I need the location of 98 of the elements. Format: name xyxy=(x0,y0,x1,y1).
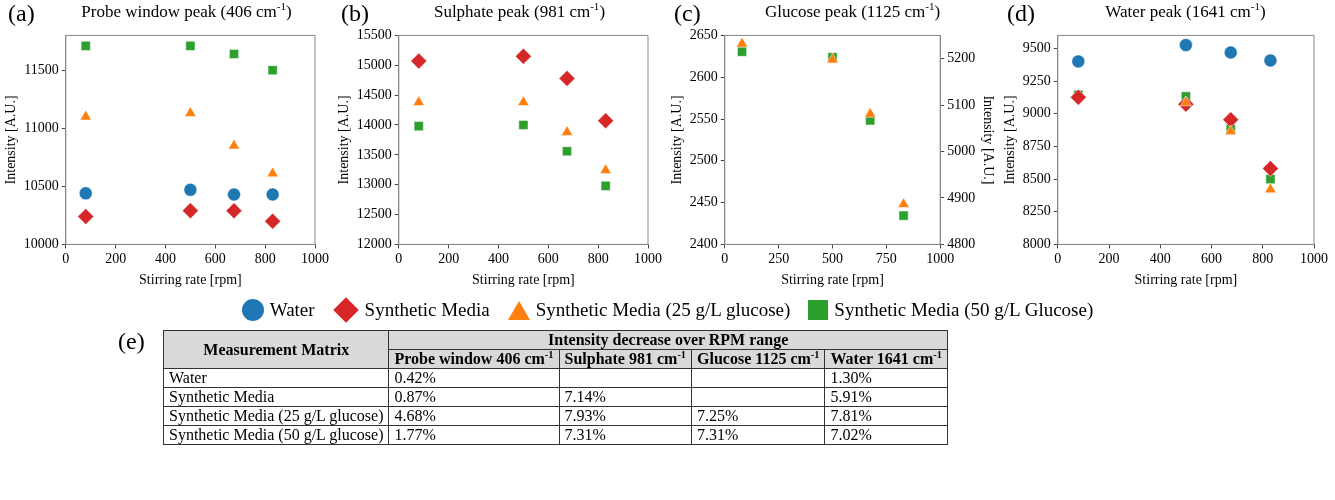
x-tick-label: 0 xyxy=(62,251,70,267)
category-label: Synthetic Media (25 g/L glucose) xyxy=(169,407,384,424)
y-tick-label: 13500 xyxy=(356,146,392,162)
x-axis-title: Stirring rate [rpm] xyxy=(472,272,575,288)
y-tick-label: 2400 xyxy=(689,236,718,252)
text: 7.31% xyxy=(697,426,739,443)
category-label: Sulphate 981 cm$^{-1}$ xyxy=(559,348,692,369)
x-tick-label: 200 xyxy=(438,251,460,267)
text: 0.87% xyxy=(394,388,436,405)
x-tick-label: 600 xyxy=(204,251,226,267)
y2-tick-label: 5000 xyxy=(947,143,976,159)
y-tick-label: 8000 xyxy=(1022,236,1051,252)
x-tick-label: 1000 xyxy=(634,251,662,267)
x-tick-label: 400 xyxy=(154,251,176,267)
y-tick-label: 11000 xyxy=(24,119,59,135)
text: (b) xyxy=(341,0,369,27)
category-label: Synthetic Media (50 g/L glucose) xyxy=(169,426,384,443)
text: 1.30% xyxy=(830,369,872,386)
category-label: Synthetic Media xyxy=(169,388,275,405)
y-tick-label: 11500 xyxy=(24,61,59,77)
x-axis-title: Stirring rate [rpm] xyxy=(1134,272,1238,288)
y-tick-label: 9500 xyxy=(1022,40,1051,56)
x-tick-label: 0 xyxy=(1054,251,1062,267)
x-tick-label: 800 xyxy=(254,251,276,267)
y-tick-label: 2450 xyxy=(689,194,718,210)
x-tick-label: 0 xyxy=(395,251,403,267)
y-tick-label: 13000 xyxy=(356,176,392,192)
chart-title: Sulphate peak (981 cm$^{-1}$) xyxy=(432,0,607,22)
y-tick-label: 15500 xyxy=(356,27,392,43)
text: 7.81% xyxy=(830,407,872,424)
text: 5.91% xyxy=(830,388,872,405)
y-tick-label: 14000 xyxy=(356,116,392,132)
y-tick-label: 2650 xyxy=(689,27,718,43)
text: 0.42% xyxy=(394,369,436,386)
y-tick-label: 8750 xyxy=(1022,138,1051,154)
legend-label: Synthetic Media (50 g/L Glucose) xyxy=(834,299,1094,321)
y-axis-title: Intensity [A.U.] xyxy=(669,95,685,185)
legend-label: Water xyxy=(269,299,315,321)
text: Measurement Matrix xyxy=(163,330,389,369)
text: 7.93% xyxy=(564,407,606,424)
y2-tick-label: 5100 xyxy=(947,96,976,112)
text: 7.02% xyxy=(830,426,872,443)
x-tick-label: 400 xyxy=(487,251,509,267)
x-axis-title: Stirring rate [rpm] xyxy=(139,272,242,288)
y-tick-label: 2500 xyxy=(689,152,718,168)
y-tick-label: 2600 xyxy=(689,68,718,84)
y2-axis-title: Intensity [A.U.] xyxy=(980,95,996,185)
text: Intensity decrease over RPM range xyxy=(388,330,948,350)
category-label: Water xyxy=(169,369,207,386)
text: (d) xyxy=(1007,0,1035,27)
y-tick-label: 14500 xyxy=(356,86,392,102)
legend-label: Synthetic Media xyxy=(364,299,490,321)
y2-tick-label: 5200 xyxy=(947,50,976,66)
y-tick-label: 10000 xyxy=(23,236,59,252)
x-tick-label: 600 xyxy=(537,251,559,267)
text: (c) xyxy=(674,0,701,27)
x-tick-label: 800 xyxy=(1252,251,1274,267)
y-tick-label: 15000 xyxy=(356,56,392,72)
x-tick-label: 1000 xyxy=(1300,251,1328,267)
x-tick-label: 800 xyxy=(587,251,609,267)
y-tick-label: 12500 xyxy=(356,206,392,222)
y-tick-label: 9000 xyxy=(1022,105,1051,121)
text: (a) xyxy=(8,0,35,27)
y-tick-label: 2550 xyxy=(689,110,718,126)
x-tick-label: 200 xyxy=(105,251,127,267)
y-axis-title: Intensity [A.U.] xyxy=(1002,95,1018,185)
x-tick-label: 500 xyxy=(822,251,843,267)
x-tick-label: 600 xyxy=(1201,251,1223,267)
y-tick-label: 9250 xyxy=(1022,72,1051,88)
y-tick-label: 8500 xyxy=(1022,170,1051,186)
text: 7.25% xyxy=(697,407,739,424)
x-tick-label: 400 xyxy=(1149,251,1171,267)
x-tick-label: 250 xyxy=(768,251,790,267)
category-label: Probe window 406 cm$^{-1}$ xyxy=(388,348,559,369)
y-axis-title: Intensity [A.U.] xyxy=(336,95,352,185)
text: (e) xyxy=(118,328,145,355)
y-tick-label: 8250 xyxy=(1022,203,1051,219)
chart-title: Probe window peak (406 cm$^{-1}$) xyxy=(80,0,293,22)
y-axis-title: Intensity [A.U.] xyxy=(3,95,19,185)
x-tick-label: 1000 xyxy=(301,251,329,267)
x-tick-label: 1000 xyxy=(926,251,955,267)
text: 7.14% xyxy=(564,388,606,405)
x-tick-label: 750 xyxy=(875,251,897,267)
category-label: Water 1641 cm$^{-1}$ xyxy=(824,348,948,369)
x-tick-label: 0 xyxy=(721,251,729,267)
chart-title: Glucose peak (1125 cm$^{-1}$) xyxy=(763,0,942,22)
x-tick-label: 200 xyxy=(1098,251,1120,267)
text: 7.31% xyxy=(564,426,606,443)
y-tick-label: 10500 xyxy=(23,178,59,194)
y2-tick-label: 4900 xyxy=(947,189,976,205)
y2-tick-label: 4800 xyxy=(947,236,976,252)
category-label: Glucose 1125 cm$^{-1}$ xyxy=(691,348,825,369)
y-tick-label: 12000 xyxy=(356,236,392,252)
chart-title: Water peak (1641 cm$^{-1}$) xyxy=(1104,0,1267,22)
legend-label: Synthetic Media (25 g/L glucose) xyxy=(535,299,791,321)
x-axis-title: Stirring rate [rpm] xyxy=(781,272,884,288)
text: 1.77% xyxy=(394,426,436,443)
text: 4.68% xyxy=(394,407,436,424)
